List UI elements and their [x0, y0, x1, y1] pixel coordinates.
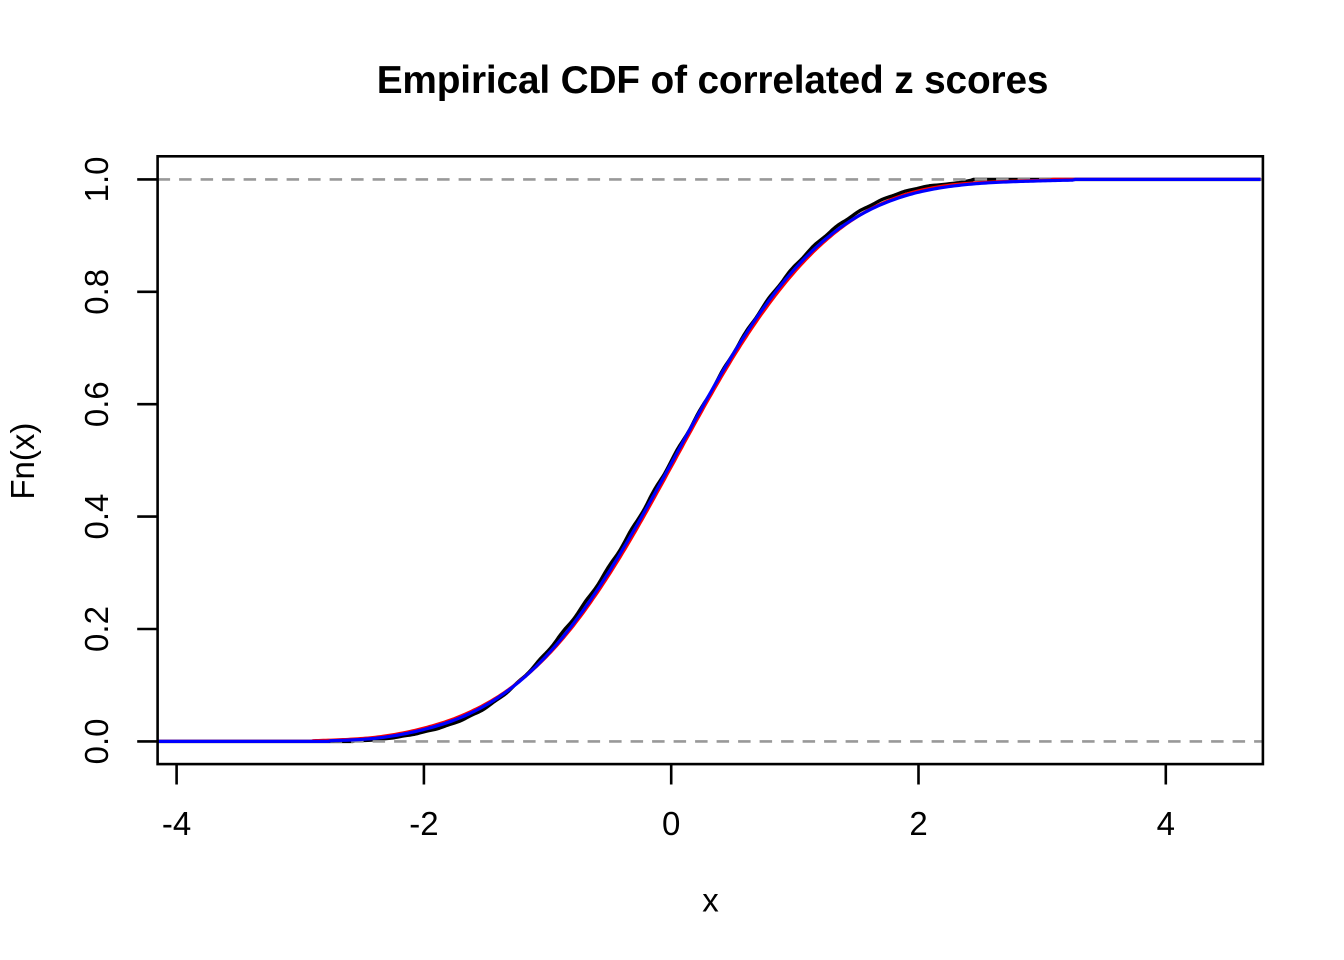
- svg-text:0.2: 0.2: [78, 606, 115, 652]
- svg-text:0: 0: [662, 805, 680, 842]
- svg-text:1.0: 1.0: [78, 156, 115, 202]
- svg-text:4: 4: [1157, 805, 1175, 842]
- svg-text:2: 2: [909, 805, 927, 842]
- svg-text:0.0: 0.0: [78, 718, 115, 764]
- svg-text:0.4: 0.4: [78, 494, 115, 540]
- svg-text:0.8: 0.8: [78, 269, 115, 315]
- svg-text:Fn(x): Fn(x): [4, 423, 41, 500]
- svg-text:0.6: 0.6: [78, 381, 115, 427]
- svg-text:-2: -2: [409, 805, 438, 842]
- svg-text:-4: -4: [162, 805, 191, 842]
- svg-text:Empirical CDF of correlated z: Empirical CDF of correlated z scores: [377, 59, 1049, 102]
- svg-text:x: x: [702, 882, 719, 919]
